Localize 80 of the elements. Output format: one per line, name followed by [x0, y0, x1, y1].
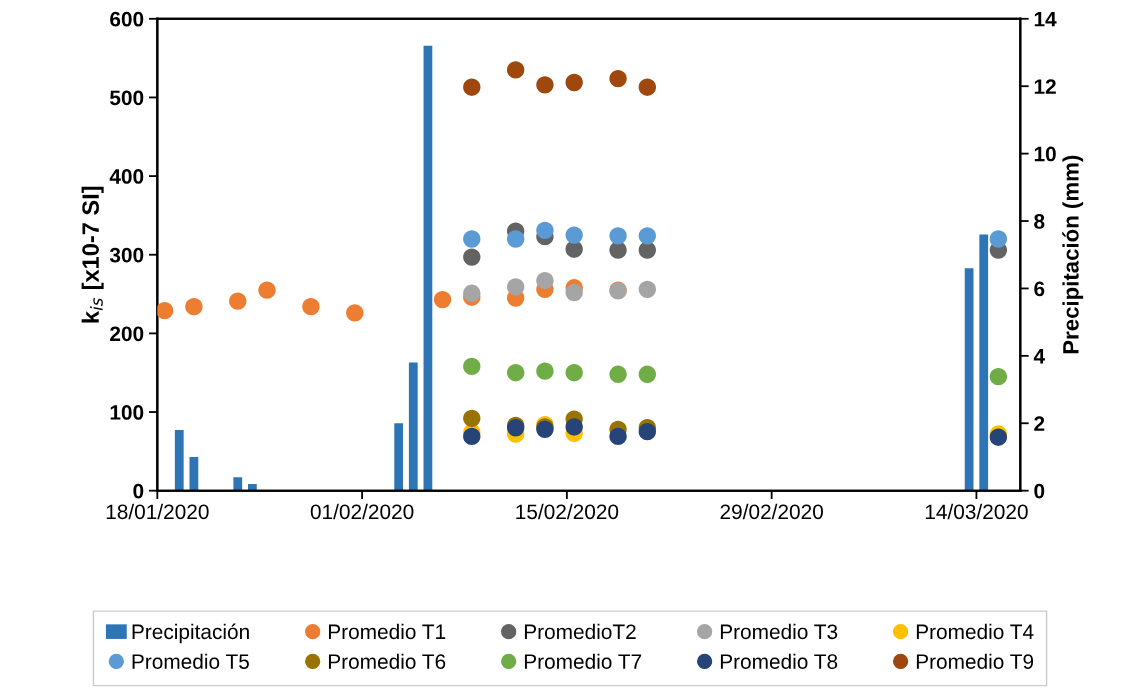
point	[258, 281, 276, 299]
point	[463, 78, 481, 96]
point	[638, 365, 656, 383]
x-tick-label: 15/02/2020	[516, 503, 619, 520]
y-tick-label: 600	[110, 11, 144, 27]
point	[565, 418, 583, 436]
point	[565, 73, 583, 92]
point	[565, 226, 583, 244]
point	[565, 283, 583, 302]
y2-tick-label: 10	[1034, 146, 1056, 162]
point	[609, 365, 627, 383]
bar	[408, 362, 418, 491]
y2-tick-label: 8	[1034, 214, 1045, 229]
y-axis-title: k$_{is}$ [x10-7 SI]	[81, 186, 104, 323]
point	[609, 227, 627, 245]
bar	[189, 456, 199, 491]
legend-label: Promedio T9	[916, 653, 1034, 669]
legend-label: PromedioT2	[524, 623, 636, 640]
point	[638, 423, 656, 441]
point	[507, 278, 525, 296]
y-tick-label: 0	[133, 483, 144, 499]
point	[302, 297, 320, 316]
point	[463, 357, 481, 376]
point	[229, 292, 247, 310]
y2-tick-label: 14	[1034, 12, 1057, 27]
point	[638, 280, 656, 299]
point	[463, 284, 481, 302]
y-tick-label: 300	[109, 247, 144, 263]
point	[638, 78, 656, 96]
x-tick-label: 29/02/2020	[720, 503, 823, 520]
bar	[248, 483, 257, 491]
legend-label: Promedio T6	[328, 653, 446, 669]
y-tick-label: 200	[110, 326, 144, 342]
legend-label: Promedio T4	[916, 623, 1034, 640]
y-tick-label: 400	[109, 169, 144, 184]
point	[989, 230, 1008, 248]
point	[463, 230, 481, 248]
bar	[423, 45, 433, 491]
legend-label: Promedio T1	[328, 623, 446, 640]
legend-label: Promedio T8	[720, 653, 838, 669]
point	[536, 272, 554, 290]
y2-tick-label: 0	[1034, 483, 1045, 499]
point	[536, 362, 554, 380]
point	[536, 221, 554, 240]
point	[507, 364, 525, 382]
y2-axis-title: Precipitación (mm)	[1062, 155, 1084, 354]
point	[565, 364, 583, 382]
bar	[979, 234, 989, 491]
point	[609, 241, 627, 259]
point	[989, 367, 1008, 386]
point	[638, 227, 656, 245]
y2-tick-label: 6	[1034, 281, 1045, 297]
point	[463, 427, 481, 446]
legend-label: Promedio T3	[720, 623, 838, 640]
point	[507, 230, 525, 248]
point	[609, 427, 627, 446]
point	[463, 248, 481, 266]
point	[433, 290, 452, 309]
y2-tick-label: 2	[1034, 416, 1045, 431]
y2-tick-label: 12	[1034, 79, 1056, 94]
bar	[174, 430, 184, 491]
y-tick-label: 500	[110, 90, 144, 106]
point	[609, 69, 627, 88]
legend-label: Promedio T7	[524, 653, 642, 669]
bar	[233, 477, 243, 491]
point	[346, 304, 364, 322]
y-tick-label: 100	[110, 405, 144, 420]
point	[536, 76, 554, 94]
point	[463, 409, 481, 427]
legend-label: Promedio T5	[132, 653, 249, 669]
point	[507, 61, 525, 79]
x-tick-label: 14/03/2020	[925, 503, 1028, 520]
bar	[964, 268, 974, 491]
bar	[394, 423, 404, 491]
y2-tick-label: 4	[1033, 349, 1045, 364]
point	[185, 297, 203, 316]
legend-label: Precipitación	[132, 623, 249, 644]
x-tick-label: 01/02/2020	[310, 503, 414, 520]
point	[157, 301, 174, 320]
x-tick-label: 18/01/2020	[106, 503, 209, 520]
